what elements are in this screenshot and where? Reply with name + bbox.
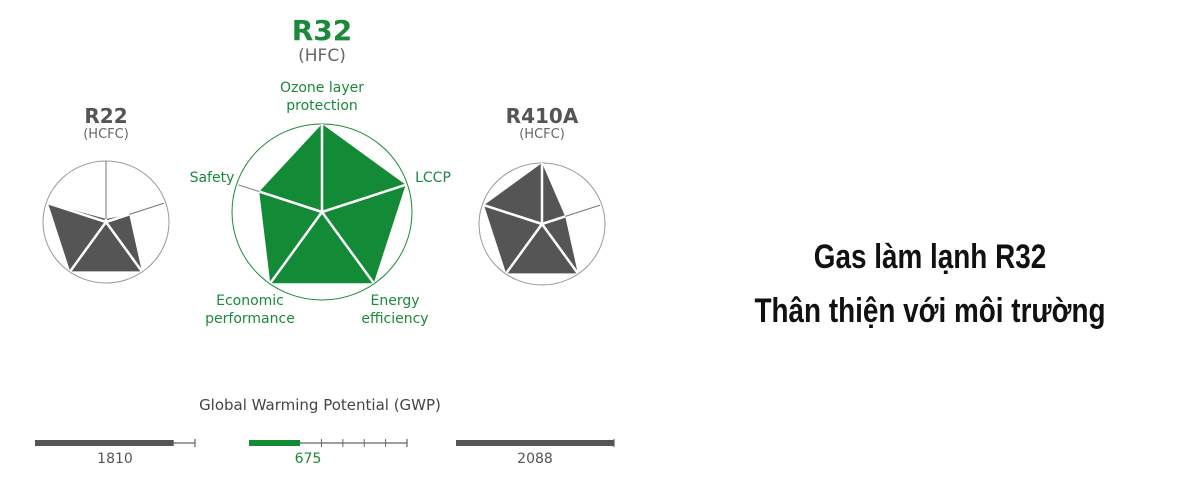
radar-charts	[35, 123, 615, 447]
r22-title: R22	[84, 104, 128, 128]
radar-spoke-R410A-1	[541, 215, 566, 226]
caption-line-1: Gas làm lạnh R32	[813, 238, 1047, 276]
gwp-bar-R22	[35, 440, 174, 446]
gwp-bar-R410A	[456, 440, 614, 446]
r410a-type: (HCFC)	[519, 127, 565, 142]
gwp-label-r32: 675	[294, 451, 322, 467]
caption: Gas làm lạnh R32 Thân thiện với môi trườ…	[741, 230, 1118, 338]
axis-label-energy: Energy efficiency	[355, 292, 435, 328]
radar-axis-R22-4	[47, 201, 107, 224]
radar-axis-R22-3	[69, 221, 108, 273]
radar-area-R32	[259, 124, 406, 284]
axis-label-safety: Safety	[189, 170, 235, 186]
r410a-title: R410A	[505, 104, 579, 128]
axis-label-ozone-line1: Ozone layer	[280, 80, 364, 96]
axis-label-energy-line2: efficiency	[361, 311, 429, 327]
gwp-label-r410a: 2088	[517, 451, 553, 467]
gwp-bar-R32	[249, 440, 301, 446]
r32-title: R32	[291, 14, 353, 47]
radar-axis-R410A-2	[540, 223, 579, 275]
gwp-title: Global Warming Potential (GWP)	[199, 396, 441, 414]
radar-spoke-R32-4	[258, 190, 323, 214]
axis-label-ozone-line2: protection	[286, 98, 358, 114]
axis-label-lccp: LCCP	[415, 170, 451, 186]
radar-axis-R32-1	[321, 183, 407, 214]
radar-axis-R410A-4	[483, 203, 543, 226]
axis-label-energy-line1: Energy	[370, 293, 420, 309]
axis-label-economic-line1: Economic	[216, 293, 284, 309]
radar-axis-R22-2	[104, 221, 143, 273]
radar-axis-R410A-3	[505, 223, 544, 275]
caption-line-2: Thân thiện với môi trường	[754, 292, 1106, 330]
r22-type: (HCFC)	[83, 127, 129, 142]
axis-label-economic: Economic performance	[195, 292, 305, 328]
radar-axis-R32-2	[320, 211, 375, 284]
radar-spoke-R22-1	[105, 213, 130, 224]
axis-label-ozone: Ozone layer protection	[252, 79, 392, 115]
r32-type: (HFC)	[298, 46, 346, 66]
radar-axis-R32-3	[269, 211, 324, 284]
axis-label-economic-line2: performance	[205, 311, 295, 327]
gwp-label-r22: 1810	[97, 451, 133, 467]
radar-area-R410A	[483, 163, 578, 274]
